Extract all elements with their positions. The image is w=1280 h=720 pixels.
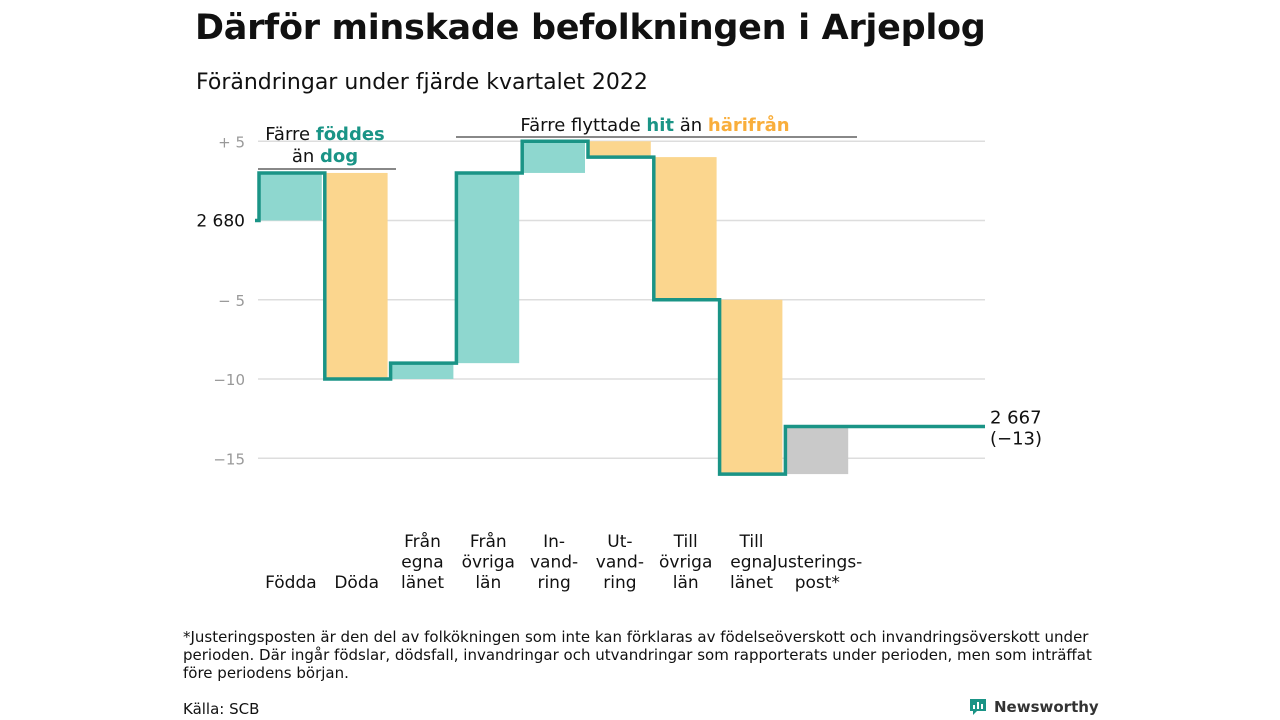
annotation-text-part: än xyxy=(292,146,320,167)
waterfall-bar xyxy=(720,299,783,475)
y-tick-label: −10 xyxy=(213,371,245,389)
waterfall-bar xyxy=(786,426,849,475)
x-category-label: Från övriga län xyxy=(462,531,515,593)
x-category-label: Till övriga län xyxy=(659,532,712,593)
x-category-label-line: Från xyxy=(470,531,507,552)
x-category-label-line: Till xyxy=(673,532,698,552)
x-category-label-line: ring xyxy=(603,573,636,593)
x-category-label-line: län xyxy=(475,573,501,593)
end-value-label-line: 2 667 xyxy=(990,408,1042,429)
end-value-label: 2 667 (−13) xyxy=(990,408,1042,450)
x-category-label-line: egna xyxy=(730,553,772,573)
x-category-label-line: vand- xyxy=(530,553,578,573)
source-note: Källa: SCB xyxy=(183,700,260,718)
x-category-label-line: In- xyxy=(543,532,565,552)
x-category-label-line: vand- xyxy=(596,553,644,573)
x-category-label-line: Justerings- xyxy=(771,553,862,573)
footnote: *Justeringsposten är den del av folkökni… xyxy=(183,628,1092,682)
x-category-label: Ut-vand-ring xyxy=(596,532,644,593)
waterfall-bar xyxy=(457,172,520,364)
x-category-label-line: post* xyxy=(795,573,840,593)
y-tick-label: + 5 xyxy=(218,133,245,151)
annotation-text-part: härifrån xyxy=(708,114,790,136)
x-category-label-line: Till xyxy=(738,532,763,552)
brand-logo: Newsworthy xyxy=(968,697,1099,717)
x-category-label: Döda xyxy=(334,573,379,593)
end-value-label-line: (−13) xyxy=(990,429,1042,450)
annotation-text: Färre föddes xyxy=(265,124,385,145)
chart-title: Därför minskade befolkningen i Arjeplog xyxy=(195,8,986,48)
y-tick-label: −15 xyxy=(213,450,245,468)
annotation-text-part: hit xyxy=(646,115,674,136)
x-category-label-line: övriga xyxy=(462,553,515,573)
x-category-label-line: Från xyxy=(404,531,441,552)
waterfall-bar xyxy=(523,141,585,173)
newsworthy-logo-icon xyxy=(970,699,986,715)
x-category-label-line: Födda xyxy=(265,573,317,593)
waterfall-bar xyxy=(391,363,454,379)
annotation-text-part: än xyxy=(674,115,708,136)
x-category-label-line: ring xyxy=(537,573,570,593)
x-category-label-line: Ut- xyxy=(607,532,632,552)
chart-subtitle: Förändringar under fjärde kvartalet 2022 xyxy=(196,70,648,95)
cumulative-step-line xyxy=(255,139,985,476)
x-category-label: Till egna länet xyxy=(730,532,773,593)
y-tick-label: − 5 xyxy=(218,292,245,310)
x-category-label: Från egna länet xyxy=(401,531,444,593)
x-category-label: Justerings-post* xyxy=(771,553,862,594)
y-tick-label: 2 680 xyxy=(196,212,245,232)
waterfall-bar xyxy=(325,172,388,379)
waterfall-bar xyxy=(260,172,322,221)
annotation-text-part: Färre xyxy=(265,124,316,145)
x-category-label-line: län xyxy=(673,573,699,593)
waterfall-bar xyxy=(654,157,717,300)
x-category-label-line: egna xyxy=(401,553,443,573)
waterfall-bar xyxy=(589,141,651,158)
brand-name: Newsworthy xyxy=(994,698,1099,716)
x-category-label-line: övriga xyxy=(659,553,712,573)
annotation-text-part: föddes xyxy=(316,124,385,145)
annotation-text-part: dog xyxy=(320,146,358,167)
annotation-text: än dog xyxy=(292,146,358,167)
x-category-label: Födda xyxy=(265,573,317,593)
x-category-label-line: Döda xyxy=(334,573,379,593)
x-category-label-line: länet xyxy=(401,573,444,593)
x-category-label-line: länet xyxy=(730,573,773,593)
annotation-text: Färre flyttade hit än härifrån xyxy=(520,114,789,136)
annotation-text-part: Färre flyttade xyxy=(520,115,646,136)
x-category-label: In-vand-ring xyxy=(530,532,578,593)
